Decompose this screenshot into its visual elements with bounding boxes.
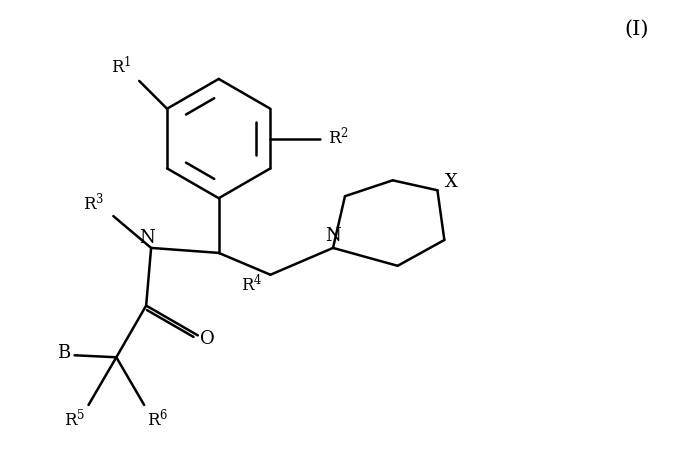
- Text: $\mathregular{R^1}$: $\mathregular{R^1}$: [111, 57, 132, 78]
- Text: $\mathregular{R^4}$: $\mathregular{R^4}$: [241, 274, 262, 295]
- Text: $\mathregular{R^3}$: $\mathregular{R^3}$: [83, 191, 104, 213]
- Text: (I): (I): [624, 20, 648, 39]
- Text: $\mathregular{R^2}$: $\mathregular{R^2}$: [327, 125, 348, 147]
- Text: B: B: [57, 344, 71, 362]
- Text: N: N: [139, 229, 155, 247]
- Text: $\mathregular{R^6}$: $\mathregular{R^6}$: [147, 408, 169, 430]
- Text: X: X: [445, 173, 458, 191]
- Text: $\mathregular{R^5}$: $\mathregular{R^5}$: [64, 408, 85, 430]
- Text: O: O: [201, 330, 215, 348]
- Text: N: N: [325, 227, 341, 245]
